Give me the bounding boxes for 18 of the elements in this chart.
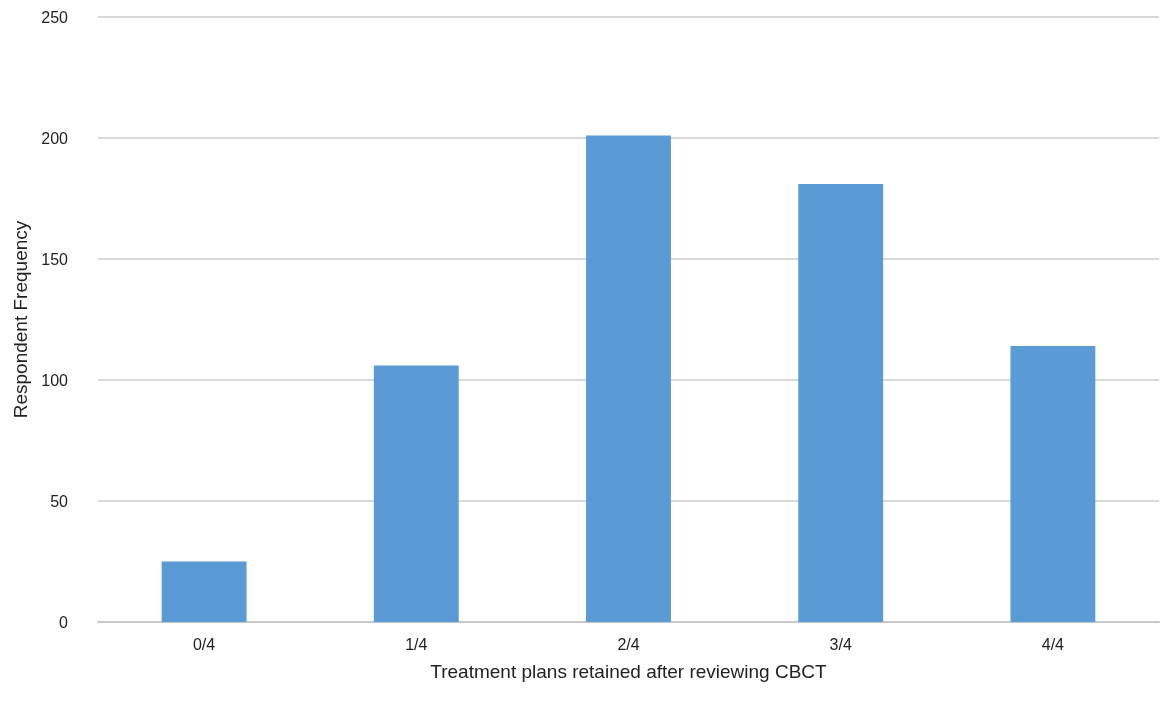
bar (373, 365, 459, 622)
bar (798, 183, 884, 622)
x-tick-label: 0/4 (192, 635, 216, 653)
y-tick-label: 250 (41, 8, 69, 26)
y-tick-label: 100 (41, 371, 69, 389)
y-tick-label: 200 (41, 129, 69, 147)
x-tick-label: 3/4 (829, 635, 852, 653)
x-tick-label: 4/4 (1041, 635, 1065, 653)
y-axis-title: Respondent Frequency (10, 220, 32, 419)
x-axis-title: Treatment plans retained after reviewing CBCT (430, 661, 828, 682)
y-tick-label: 50 (50, 492, 69, 510)
x-tick-label: 1/4 (405, 635, 428, 653)
y-tick-label: 150 (41, 250, 69, 268)
y-tick-label: 0 (59, 613, 69, 631)
bar (161, 561, 247, 622)
x-tick-label: 2/4 (617, 635, 640, 653)
bar (586, 135, 671, 622)
bar (1010, 346, 1096, 622)
